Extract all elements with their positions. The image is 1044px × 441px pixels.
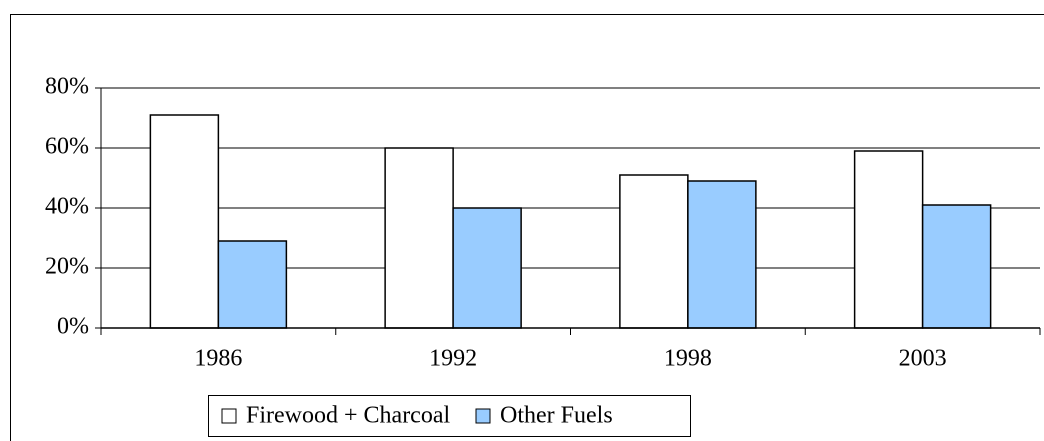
x-tick-label: 1986	[194, 346, 242, 372]
x-tick-label: 2003	[899, 346, 947, 372]
y-tick-label: 80%	[45, 74, 89, 100]
bar	[687, 180, 757, 329]
bar	[853, 150, 924, 329]
bar	[384, 147, 454, 329]
bar	[921, 204, 992, 329]
x-tick-label: 1998	[664, 346, 712, 372]
legend-box	[208, 395, 691, 437]
y-tick-label: 40%	[45, 194, 89, 220]
legend-swatch	[475, 408, 491, 424]
bar	[619, 174, 689, 329]
bar	[217, 240, 288, 329]
legend-swatch	[221, 408, 237, 424]
y-tick-label: 0%	[57, 314, 89, 340]
legend-label: Firewood + Charcoal	[246, 403, 450, 429]
y-tick-label: 20%	[45, 254, 89, 280]
y-tick-label: 60%	[45, 134, 89, 160]
x-tick-label: 1992	[429, 346, 477, 372]
legend-label: Other Fuels	[500, 403, 613, 429]
bar	[149, 114, 220, 329]
bar	[452, 207, 522, 329]
